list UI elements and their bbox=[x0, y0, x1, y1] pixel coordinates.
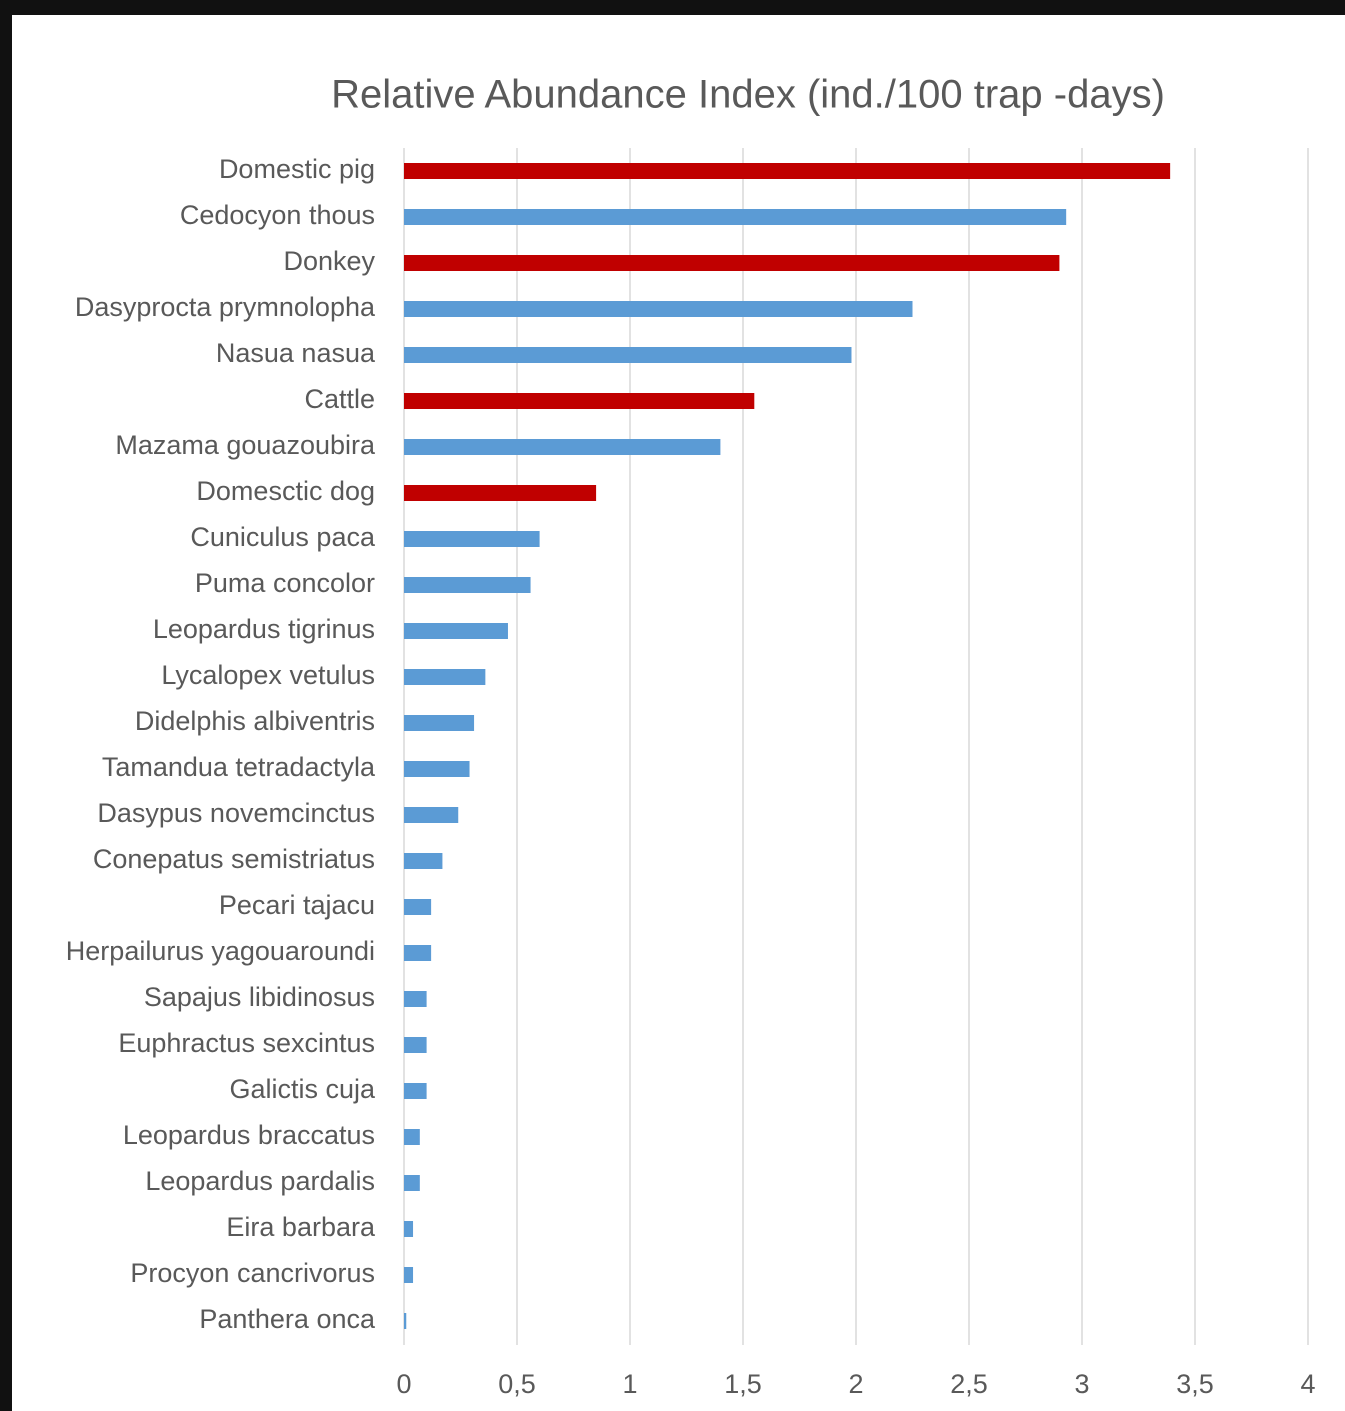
bar bbox=[404, 807, 459, 823]
chart-background bbox=[12, 15, 1345, 1411]
y-tick-label: Galictis cuja bbox=[229, 1074, 376, 1104]
y-tick-label: Sapajus libidinosus bbox=[144, 982, 375, 1012]
y-tick-label: Dasyprocta prymnolopha bbox=[75, 292, 376, 322]
x-tick-label: 1 bbox=[622, 1369, 637, 1399]
y-tick-label: Leopardus pardalis bbox=[145, 1166, 375, 1196]
bar bbox=[404, 1083, 427, 1099]
y-tick-label: Cuniculus paca bbox=[190, 522, 376, 552]
y-tick-label: Cattle bbox=[304, 384, 375, 414]
y-tick-label: Lycalopex vetulus bbox=[161, 660, 375, 690]
x-tick-label: 0,5 bbox=[498, 1369, 536, 1399]
bar bbox=[404, 485, 597, 501]
x-tick-label: 1,5 bbox=[724, 1369, 762, 1399]
x-tick-label: 0 bbox=[396, 1369, 411, 1399]
bar bbox=[404, 853, 443, 869]
y-tick-label: Pecari tajacu bbox=[219, 890, 375, 920]
bar bbox=[404, 623, 508, 639]
bar bbox=[404, 1129, 420, 1145]
bar bbox=[404, 347, 852, 363]
bar bbox=[404, 255, 1060, 271]
bar bbox=[404, 761, 470, 777]
bar bbox=[404, 945, 432, 961]
bar bbox=[404, 531, 540, 547]
y-tick-label: Panthera onca bbox=[199, 1304, 376, 1334]
y-tick-label: Puma concolor bbox=[195, 568, 375, 598]
bar bbox=[404, 899, 432, 915]
y-tick-label: Leopardus tigrinus bbox=[153, 614, 375, 644]
bar bbox=[404, 393, 755, 409]
chart-title: Relative Abundance Index (ind./100 trap … bbox=[331, 73, 1165, 117]
x-tick-label: 2 bbox=[848, 1369, 863, 1399]
bar bbox=[404, 163, 1171, 179]
y-tick-label: Leopardus braccatus bbox=[123, 1120, 375, 1150]
bar bbox=[404, 209, 1067, 225]
y-tick-label: Donkey bbox=[283, 246, 375, 276]
bar bbox=[404, 577, 531, 593]
y-tick-label: Procyon cancrivorus bbox=[130, 1258, 375, 1288]
x-tick-label: 4 bbox=[1300, 1369, 1315, 1399]
bar bbox=[404, 991, 427, 1007]
y-tick-label: Conepatus semistriatus bbox=[93, 844, 375, 874]
x-tick-label: 3 bbox=[1074, 1369, 1089, 1399]
y-tick-label: Mazama gouazoubira bbox=[115, 430, 376, 460]
y-tick-label: Dasypus novemcinctus bbox=[97, 798, 375, 828]
x-tick-label: 2,5 bbox=[950, 1369, 988, 1399]
y-tick-label: Domestic pig bbox=[219, 154, 375, 184]
y-tick-label: Domesctic dog bbox=[196, 476, 375, 506]
x-tick-label: 3,5 bbox=[1176, 1369, 1214, 1399]
bar bbox=[404, 1037, 427, 1053]
y-tick-label: Tamandua tetradactyla bbox=[102, 752, 376, 782]
bar bbox=[404, 1221, 414, 1237]
bar bbox=[404, 439, 721, 455]
y-tick-label: Euphractus sexcintus bbox=[118, 1028, 375, 1058]
bar bbox=[404, 301, 913, 317]
bar bbox=[404, 1175, 420, 1191]
y-tick-label: Nasua nasua bbox=[216, 338, 376, 368]
bar bbox=[404, 715, 475, 731]
bar bbox=[404, 1267, 414, 1283]
y-tick-label: Didelphis albiventris bbox=[135, 706, 375, 736]
y-tick-label: Cedocyon thous bbox=[180, 200, 375, 230]
y-tick-label: Herpailurus yagouaroundi bbox=[66, 936, 375, 966]
y-tick-label: Eira barbara bbox=[226, 1212, 376, 1242]
bar bbox=[404, 1313, 407, 1329]
bar bbox=[404, 669, 486, 685]
